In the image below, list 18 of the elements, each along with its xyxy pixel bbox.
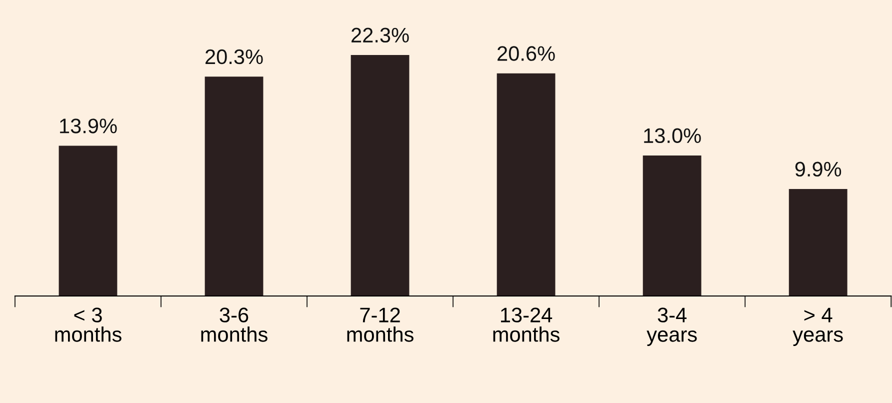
data-label: 20.6% [498,46,555,61]
bar [642,156,702,296]
bar [496,73,556,296]
data-label: 13.9% [60,118,117,134]
x-tick-label: > 4 years [792,308,843,346]
x-tick-label: 3-4 years [646,308,697,346]
x-tick-label: 3-6 months [201,308,268,342]
data-label: 13.0% [644,128,701,144]
x-tick-label: 13-24 months [493,308,560,342]
data-label: 22.3% [352,28,409,43]
x-tick-label: 7-12 months [347,308,414,342]
bar [58,146,118,296]
bar [204,76,264,296]
bar [788,189,848,296]
x-tick-label: < 3 months [55,308,122,342]
bar [350,55,410,296]
data-label: 9.9% [795,162,842,177]
data-label: 20.3% [206,49,263,64]
